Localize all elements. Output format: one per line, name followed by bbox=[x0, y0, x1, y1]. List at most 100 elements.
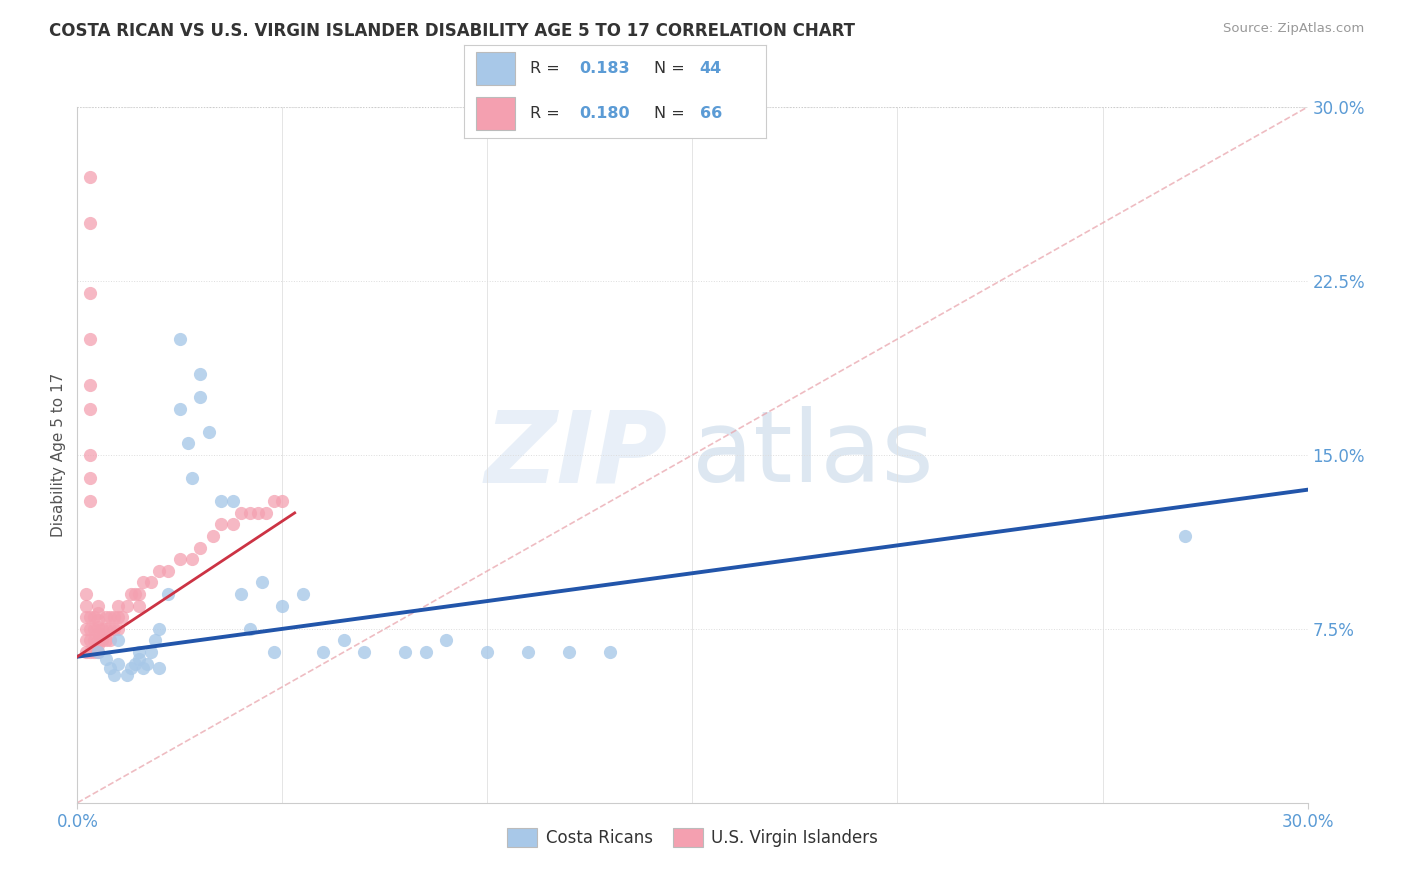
Text: ZIP: ZIP bbox=[485, 407, 668, 503]
Point bbox=[94, 610, 117, 624]
Point bbox=[415, 645, 437, 659]
Point bbox=[79, 169, 101, 184]
Text: 44: 44 bbox=[700, 61, 723, 76]
Point bbox=[353, 645, 375, 659]
Point bbox=[87, 613, 110, 627]
Point bbox=[128, 599, 150, 613]
FancyBboxPatch shape bbox=[477, 97, 516, 130]
Point bbox=[132, 661, 155, 675]
Point bbox=[83, 633, 105, 648]
Point bbox=[188, 390, 212, 404]
Point bbox=[477, 645, 499, 659]
Point bbox=[209, 494, 232, 508]
Point bbox=[558, 645, 581, 659]
Point bbox=[115, 668, 138, 682]
Point bbox=[246, 506, 269, 520]
Point bbox=[128, 645, 150, 659]
Text: 66: 66 bbox=[700, 106, 723, 121]
Point bbox=[87, 645, 110, 659]
Point bbox=[75, 645, 97, 659]
Point bbox=[517, 645, 540, 659]
Text: Source: ZipAtlas.com: Source: ZipAtlas.com bbox=[1223, 22, 1364, 36]
Point bbox=[124, 657, 146, 671]
Point bbox=[169, 332, 191, 346]
Point bbox=[148, 661, 170, 675]
Point bbox=[75, 610, 97, 624]
Point bbox=[222, 517, 245, 532]
Point bbox=[107, 610, 129, 624]
Point bbox=[79, 378, 101, 392]
Point bbox=[90, 622, 114, 636]
Text: R =: R = bbox=[530, 61, 565, 76]
Point bbox=[103, 610, 125, 624]
Point bbox=[128, 652, 150, 666]
Point bbox=[120, 587, 142, 601]
Point bbox=[312, 645, 335, 659]
Point bbox=[197, 425, 219, 439]
Point bbox=[271, 599, 294, 613]
Point bbox=[75, 599, 97, 613]
Point bbox=[79, 448, 101, 462]
Point bbox=[98, 633, 121, 648]
Y-axis label: Disability Age 5 to 17: Disability Age 5 to 17 bbox=[51, 373, 66, 537]
Point bbox=[263, 494, 285, 508]
Point bbox=[169, 401, 191, 416]
Point bbox=[98, 622, 121, 636]
Point bbox=[201, 529, 224, 543]
Point bbox=[156, 564, 179, 578]
Point bbox=[181, 552, 204, 566]
Point bbox=[436, 633, 458, 648]
Point bbox=[79, 645, 101, 659]
Point bbox=[103, 668, 125, 682]
Point bbox=[222, 494, 245, 508]
Point bbox=[209, 517, 232, 532]
Text: N =: N = bbox=[654, 61, 690, 76]
FancyBboxPatch shape bbox=[477, 52, 516, 85]
Point bbox=[79, 332, 101, 346]
Point bbox=[98, 661, 121, 675]
Point bbox=[79, 622, 101, 636]
Point bbox=[79, 471, 101, 485]
Point bbox=[263, 645, 285, 659]
Point bbox=[79, 633, 101, 648]
Point bbox=[239, 622, 262, 636]
Point bbox=[111, 610, 134, 624]
Point bbox=[83, 610, 105, 624]
Point bbox=[87, 606, 110, 620]
Point bbox=[115, 599, 138, 613]
Point bbox=[181, 471, 204, 485]
Point bbox=[148, 622, 170, 636]
Text: N =: N = bbox=[654, 106, 690, 121]
Point bbox=[83, 645, 105, 659]
Point bbox=[87, 599, 110, 613]
Text: R =: R = bbox=[530, 106, 565, 121]
Point bbox=[87, 633, 110, 648]
Text: COSTA RICAN VS U.S. VIRGIN ISLANDER DISABILITY AGE 5 TO 17 CORRELATION CHART: COSTA RICAN VS U.S. VIRGIN ISLANDER DISA… bbox=[49, 22, 855, 40]
Point bbox=[79, 494, 101, 508]
Point bbox=[120, 661, 142, 675]
Point bbox=[98, 610, 121, 624]
Point bbox=[94, 633, 117, 648]
Point bbox=[107, 633, 129, 648]
Text: 0.183: 0.183 bbox=[579, 61, 630, 76]
Point bbox=[107, 622, 129, 636]
Point bbox=[231, 587, 253, 601]
Point bbox=[188, 541, 212, 555]
Point bbox=[231, 506, 253, 520]
Text: atlas: atlas bbox=[693, 407, 934, 503]
Point bbox=[239, 506, 262, 520]
Point bbox=[250, 575, 273, 590]
Point bbox=[254, 506, 277, 520]
Point bbox=[87, 619, 110, 633]
Point bbox=[124, 587, 146, 601]
Point bbox=[75, 587, 97, 601]
Point bbox=[107, 599, 129, 613]
Point bbox=[87, 638, 110, 652]
Point bbox=[75, 622, 97, 636]
Point bbox=[169, 552, 191, 566]
Point bbox=[143, 633, 166, 648]
Point bbox=[177, 436, 200, 450]
Legend: Costa Ricans, U.S. Virgin Islanders: Costa Ricans, U.S. Virgin Islanders bbox=[501, 821, 884, 854]
Point bbox=[136, 657, 159, 671]
Point bbox=[103, 622, 125, 636]
